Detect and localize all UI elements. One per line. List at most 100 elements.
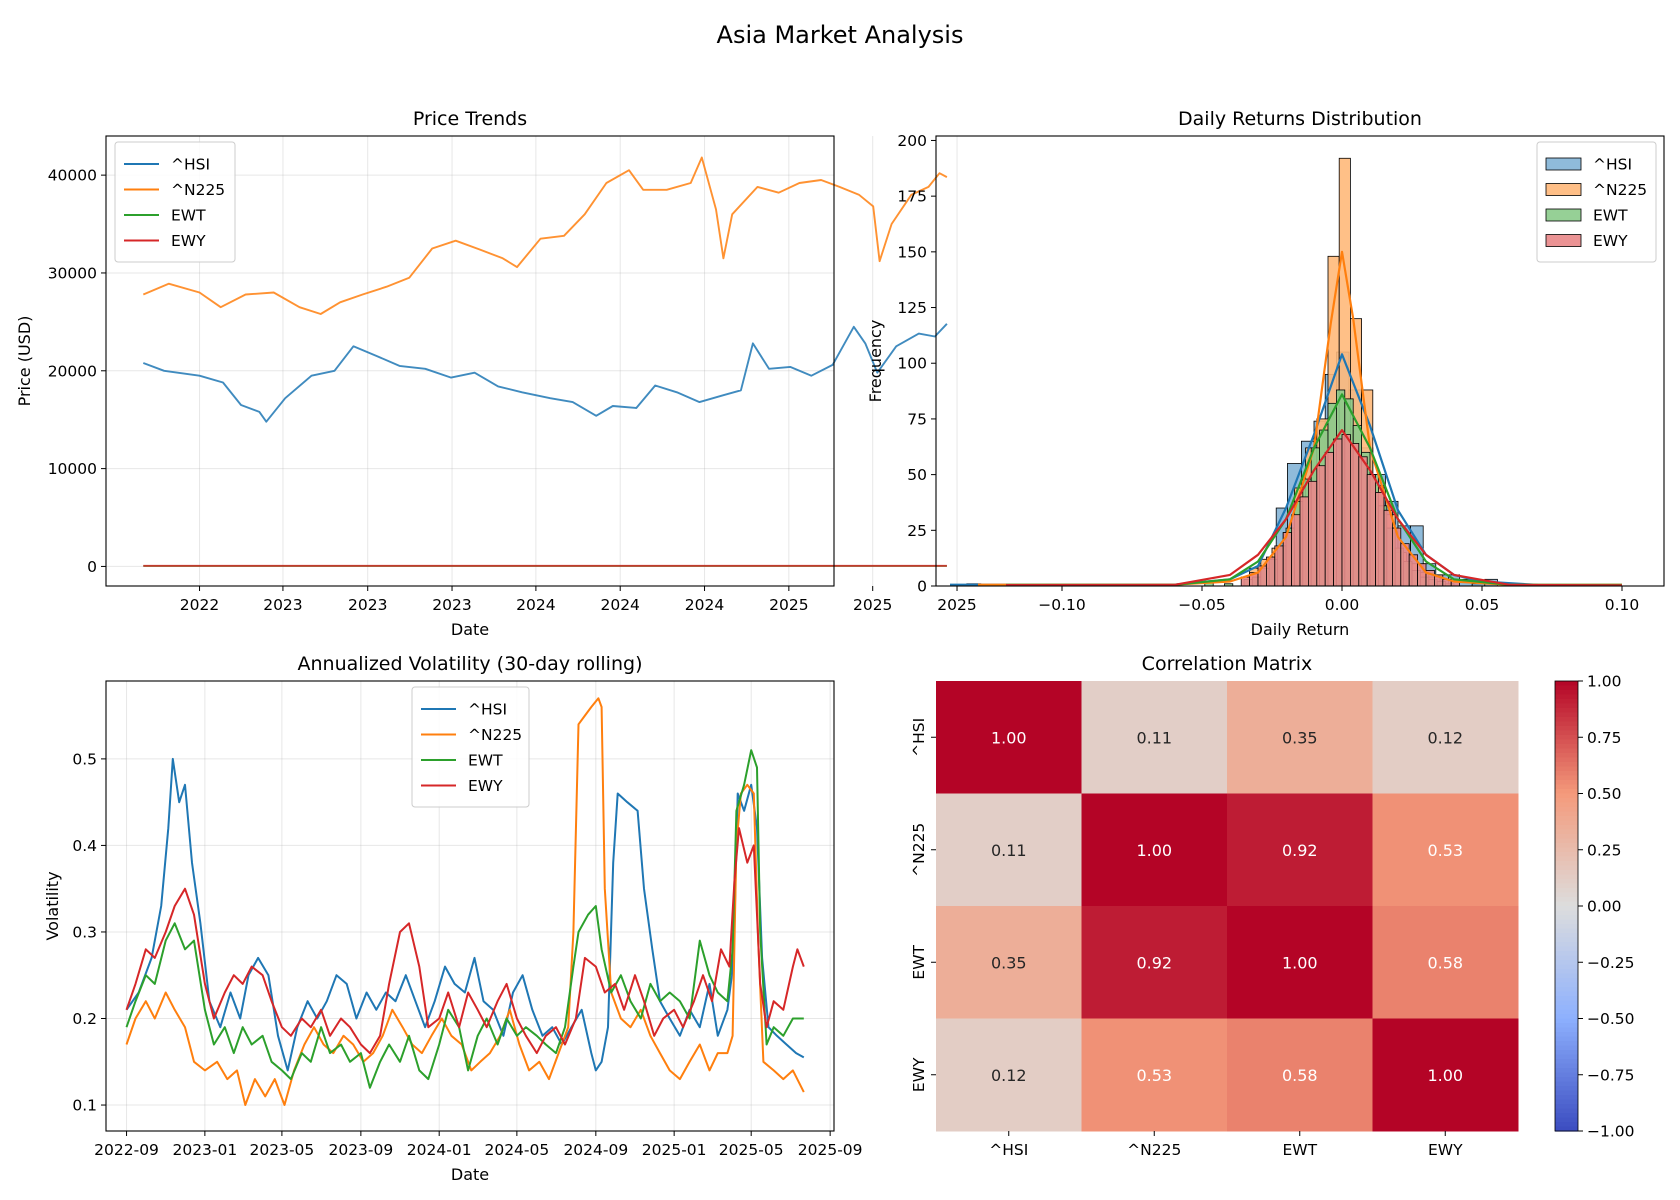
colorbar-segment: [1555, 726, 1578, 732]
price-y-tick-label: 10000: [48, 460, 97, 478]
colorbar-segment: [1555, 870, 1578, 876]
colorbar-segment: [1555, 766, 1578, 772]
colorbar-segment: [1555, 712, 1578, 718]
price-series-line: [142, 323, 948, 423]
colorbar-segment: [1555, 1027, 1578, 1033]
returns-y-tick-label: 125: [897, 299, 927, 317]
returns-histogram-bar: [1350, 443, 1360, 587]
colorbar-tick-label: 1.00: [1587, 673, 1622, 691]
colorbar-segment: [1555, 991, 1578, 997]
returns-histogram-bar: [1299, 496, 1309, 587]
colorbar-segment: [1555, 762, 1578, 768]
returns-histogram-bar: [1274, 545, 1284, 587]
colorbar-segment: [1555, 969, 1578, 975]
colorbar-segment: [1555, 1036, 1578, 1042]
volatility-x-tick-label: 2025-05: [719, 1141, 784, 1159]
correlation-value-label: 0.11: [991, 841, 1027, 860]
correlation-cell: [936, 681, 1082, 794]
returns-histogram-bar: [1316, 465, 1326, 587]
colorbar-segment: [1555, 874, 1578, 880]
returns-y-tick-label: 50: [907, 466, 927, 484]
returns-y-tick-label: 150: [897, 243, 927, 261]
colorbar-segment: [1555, 856, 1578, 862]
colorbar-segment: [1555, 861, 1578, 867]
colorbar-segment: [1555, 1126, 1578, 1132]
price-legend-label: ^N225: [171, 181, 225, 199]
correlation-cell: [1227, 793, 1373, 907]
correlation-cell: [1227, 681, 1373, 794]
volatility-series-line: [125, 827, 805, 1055]
correlation-value-label: 0.92: [1282, 841, 1318, 860]
returns-legend-swatch: [1545, 157, 1582, 171]
price-legend-box: [114, 141, 236, 263]
colorbar-segment: [1555, 703, 1578, 709]
price-x-tick-label: 2023: [348, 596, 387, 614]
volatility-x-tick-label: 2024-09: [563, 1141, 628, 1159]
returns-histogram-bar: [1324, 451, 1334, 587]
colorbar-tick-label: 0.25: [1587, 841, 1622, 859]
volatility-legend-label: ^HSI: [468, 701, 507, 719]
colorbar-segment: [1555, 843, 1578, 849]
correlation-value-label: 0.35: [991, 953, 1027, 972]
price-y-tick-label: 20000: [48, 362, 97, 380]
colorbar-segment: [1555, 685, 1578, 691]
price-x-tick-label: 2023: [432, 596, 471, 614]
colorbar-segment: [1555, 1095, 1578, 1101]
colorbar-segment: [1555, 1023, 1578, 1029]
price-x-tick-label: 2024: [600, 596, 639, 614]
volatility-legend-box: [411, 686, 530, 808]
volatility-x-tick-label: 2024-05: [484, 1141, 549, 1159]
volatility-y-tick-label: 0.4: [72, 837, 97, 855]
colorbar-segment: [1555, 798, 1578, 804]
colorbar-segment: [1555, 802, 1578, 808]
volatility-x-tick-label: 2024-01: [407, 1141, 472, 1159]
correlation-value-label: 0.12: [991, 1066, 1027, 1085]
colorbar-segment: [1555, 1018, 1578, 1024]
colorbar-segment: [1555, 1032, 1578, 1038]
volatility-x-tick-label: 2022-09: [94, 1141, 159, 1159]
returns-x-tick-label: −0.05: [1178, 596, 1226, 614]
colorbar-segment: [1555, 780, 1578, 786]
colorbar-segment: [1555, 1122, 1578, 1128]
price-x-tick-label: 2025: [769, 596, 808, 614]
price-y-tick-label: 40000: [48, 167, 97, 185]
colorbar-segment: [1555, 1041, 1578, 1047]
colorbar-segment: [1555, 748, 1578, 754]
volatility-y-tick-label: 0.1: [72, 1097, 97, 1115]
price-legend-label: EWY: [171, 232, 206, 250]
returns-x-tick-label: 0.00: [1325, 596, 1360, 614]
colorbar-segment: [1555, 793, 1578, 799]
volatility-legend-label: EWT: [468, 752, 503, 770]
correlation-y-tick-label: EWY: [910, 1057, 928, 1092]
price-series-line: [142, 156, 948, 315]
returns-histogram-bar: [1366, 474, 1376, 587]
returns-x-tick-label: 0.10: [1605, 596, 1640, 614]
returns-legend-label: ^N225: [1593, 181, 1647, 199]
colorbar-segment: [1555, 897, 1578, 903]
colorbar-segment: [1555, 681, 1578, 687]
volatility-y-tick-label: 0.5: [72, 750, 97, 768]
colorbar-segment: [1555, 879, 1578, 885]
correlation-value-label: 0.58: [1282, 1066, 1318, 1085]
returns-y-tick-label: 175: [897, 188, 927, 206]
correlation-cell: [1372, 1018, 1519, 1132]
colorbar-segment: [1555, 924, 1578, 930]
correlation-value-label: 0.12: [1427, 728, 1463, 747]
colorbar-segment: [1555, 1014, 1578, 1020]
returns-legend-label: EWY: [1593, 232, 1628, 250]
correlation-value-label: 0.92: [1136, 953, 1172, 972]
colorbar-segment: [1555, 834, 1578, 840]
colorbar-segment: [1555, 982, 1578, 988]
colorbar-segment: [1555, 928, 1578, 934]
correlation-matrix-chart: 1.00 0.11 0.35 0.12 0.11 1.00 0.92 0.53 0.35 0.92…: [910, 653, 1635, 1159]
returns-legend-label: ^HSI: [1593, 156, 1632, 174]
colorbar-tick-label: −0.75: [1587, 1066, 1635, 1084]
colorbar-segment: [1555, 1063, 1578, 1069]
correlation-cell: [1081, 1018, 1228, 1132]
colorbar-segment: [1555, 1054, 1578, 1060]
price-title: Price Trends: [413, 108, 527, 130]
returns-x-axis-label: Daily Return: [1251, 620, 1350, 639]
volatility-x-tick-label: 2025-01: [642, 1141, 707, 1159]
returns-y-tick-label: 100: [897, 355, 927, 373]
returns-histogram-bar: [1383, 509, 1393, 587]
